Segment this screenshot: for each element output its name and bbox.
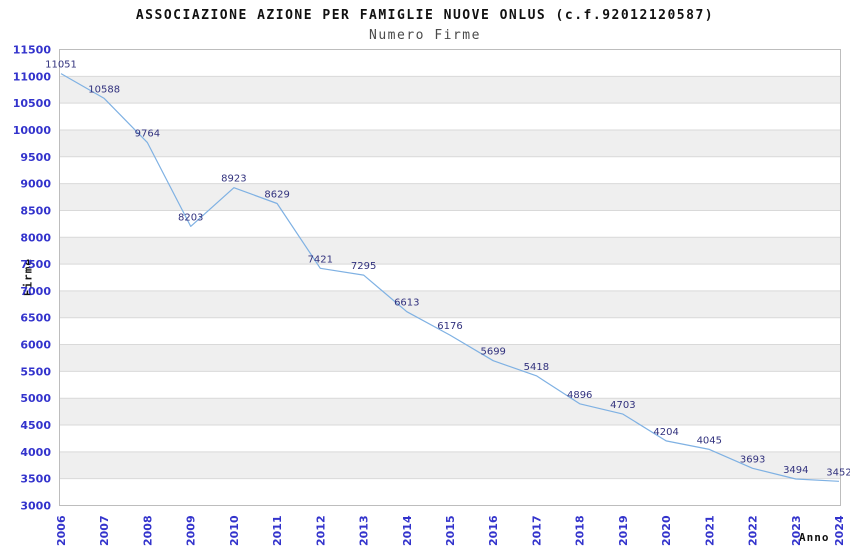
y-tick-label: 3000 bbox=[20, 500, 51, 513]
band bbox=[59, 49, 841, 77]
x-tick-label: 2024 bbox=[833, 515, 846, 546]
y-tick-label: 11500 bbox=[13, 44, 52, 57]
x-tick-label: 2018 bbox=[574, 515, 587, 546]
band bbox=[59, 103, 841, 130]
x-tick-label: 2014 bbox=[401, 515, 414, 546]
plot-background-bands bbox=[59, 49, 841, 506]
x-tick-label: 2006 bbox=[55, 515, 68, 546]
x-tick-label: 2017 bbox=[530, 515, 543, 546]
x-tick-label: 2007 bbox=[98, 515, 111, 546]
plot-border bbox=[59, 49, 841, 506]
y-tick-label: 4500 bbox=[20, 419, 51, 432]
band bbox=[59, 371, 841, 399]
x-tick-label: 2022 bbox=[747, 515, 760, 546]
point-label: 3494 bbox=[783, 465, 808, 476]
x-tick-label: 2009 bbox=[185, 515, 198, 546]
point-label: 4703 bbox=[610, 400, 635, 411]
point-label: 4896 bbox=[567, 390, 592, 401]
point-labels: 11051 10588 9764 8203 8923 8629 7421 7295 6613 61… bbox=[45, 60, 850, 479]
chart-subtitle: Numero Firme bbox=[369, 28, 481, 43]
x-tick-label: 2010 bbox=[228, 515, 241, 546]
point-label: 4045 bbox=[697, 435, 722, 446]
point-label: 7295 bbox=[351, 261, 376, 272]
y-tick-label: 4000 bbox=[20, 446, 51, 459]
y-tick-label: 8500 bbox=[20, 204, 51, 217]
y-tick-label: 9500 bbox=[20, 151, 51, 164]
y-tick-label: 9000 bbox=[20, 178, 51, 191]
band bbox=[59, 237, 841, 265]
chart-title: ASSOCIAZIONE AZIONE PER FAMIGLIE NUOVE O… bbox=[135, 8, 715, 23]
x-tick-label: 2008 bbox=[141, 515, 154, 546]
band bbox=[59, 317, 841, 345]
band bbox=[59, 344, 841, 372]
y-tick-label: 5000 bbox=[20, 392, 51, 405]
band bbox=[59, 183, 841, 211]
x-tick-label: 2019 bbox=[617, 515, 630, 546]
y-tick-labels: 11500 11000 10500 10000 9500 9000 8500 8000 7500… bbox=[13, 44, 52, 513]
x-axis-title: Anno bbox=[799, 531, 830, 544]
point-label: 3452 bbox=[826, 467, 850, 478]
y-tick-label: 11000 bbox=[13, 70, 52, 83]
band bbox=[59, 451, 841, 479]
band bbox=[59, 425, 841, 452]
gridlines bbox=[59, 75, 841, 480]
point-label: 4204 bbox=[653, 427, 678, 438]
band bbox=[59, 398, 841, 426]
point-label: 3693 bbox=[740, 454, 765, 465]
x-tick-label: 2021 bbox=[703, 515, 716, 546]
y-tick-label: 7000 bbox=[20, 285, 51, 298]
point-label: 9764 bbox=[135, 129, 160, 140]
x-tick-label: 2016 bbox=[487, 515, 500, 546]
y-tick-label: 5500 bbox=[20, 365, 51, 378]
point-label: 7421 bbox=[308, 254, 333, 265]
band bbox=[59, 129, 841, 157]
point-label: 8203 bbox=[178, 212, 203, 223]
x-tick-label: 2023 bbox=[790, 515, 803, 546]
x-tick-labels: 2006 2007 2008 2009 2010 2011 2012 2013 2014 2015… bbox=[55, 515, 846, 546]
point-label: 6613 bbox=[394, 298, 419, 309]
y-tick-label: 6000 bbox=[20, 339, 51, 352]
point-label: 5699 bbox=[480, 347, 505, 358]
point-label: 10588 bbox=[88, 84, 120, 95]
x-tick-label: 2020 bbox=[660, 515, 673, 546]
x-tick-label: 2015 bbox=[444, 515, 457, 546]
y-tick-label: 10000 bbox=[13, 124, 52, 137]
point-label: 8629 bbox=[264, 190, 289, 201]
band bbox=[59, 290, 841, 318]
point-label: 11051 bbox=[45, 60, 77, 71]
band bbox=[59, 264, 841, 291]
x-tick-label: 2011 bbox=[271, 515, 284, 546]
point-label: 5418 bbox=[524, 362, 549, 373]
y-tick-label: 3500 bbox=[20, 473, 51, 486]
x-tick-label: 2013 bbox=[358, 515, 371, 546]
y-tick-label: 10500 bbox=[13, 97, 52, 110]
y-tick-label: 8000 bbox=[20, 231, 51, 244]
band bbox=[59, 156, 841, 184]
band bbox=[59, 478, 841, 506]
band bbox=[59, 76, 841, 104]
band bbox=[59, 210, 841, 238]
y-tick-label: 6500 bbox=[20, 312, 51, 325]
x-tick-label: 2012 bbox=[314, 515, 327, 546]
y-tick-label: 7500 bbox=[20, 258, 51, 271]
point-label: 8923 bbox=[221, 174, 246, 185]
data-line bbox=[60, 73, 840, 482]
point-label: 6176 bbox=[437, 321, 462, 332]
